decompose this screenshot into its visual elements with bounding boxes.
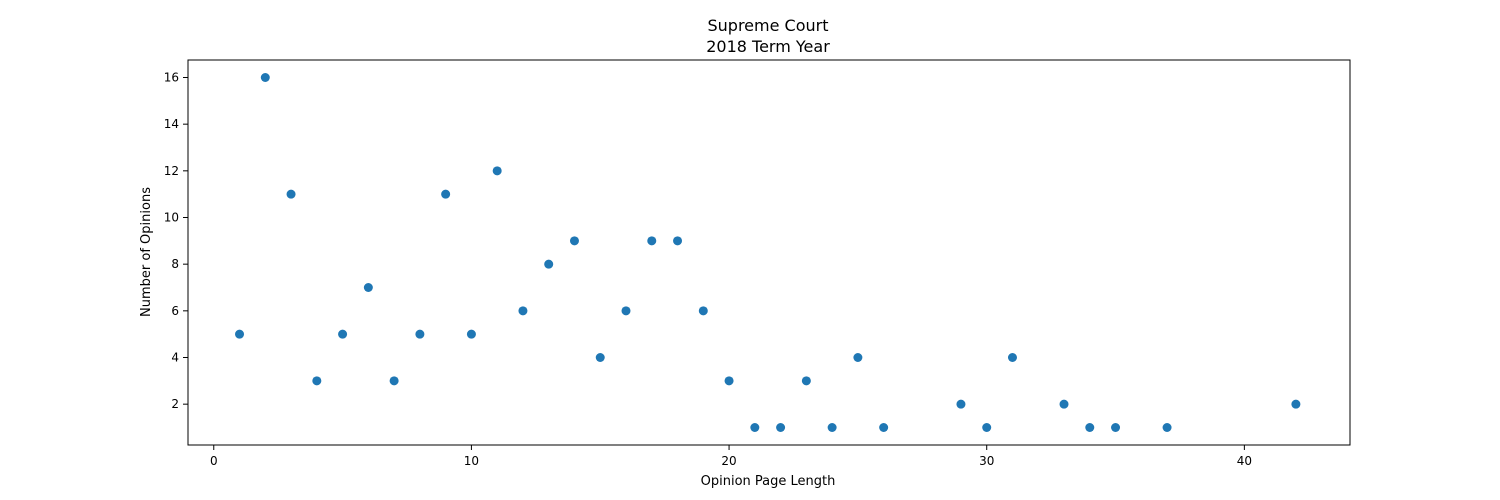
y-tick-label: 10 — [164, 211, 179, 225]
data-point — [621, 306, 631, 316]
y-tick-label: 6 — [171, 304, 179, 318]
data-point — [827, 423, 837, 432]
data-point — [801, 376, 811, 386]
data-point — [750, 423, 760, 432]
data-point — [1085, 423, 1095, 432]
x-axis-label: Opinion Page Length — [701, 474, 836, 489]
data-point — [235, 329, 245, 339]
data-point — [982, 423, 992, 432]
data-point — [1291, 399, 1301, 409]
data-point — [260, 73, 270, 82]
chart-subtitle: 2018 Term Year — [706, 37, 830, 56]
y-tick-label: 16 — [164, 71, 179, 85]
y-tick-label: 8 — [171, 257, 179, 271]
data-point — [776, 423, 786, 432]
data-point — [647, 236, 657, 246]
data-point — [363, 283, 373, 292]
data-point — [724, 376, 734, 386]
x-tick-label: 40 — [1237, 454, 1252, 468]
plot-frame — [187, 59, 1351, 446]
data-point — [338, 329, 348, 339]
data-point — [1111, 423, 1121, 432]
data-point — [1162, 423, 1172, 432]
data-point — [312, 376, 322, 386]
data-point — [698, 306, 708, 316]
data-point — [595, 353, 605, 362]
data-point — [441, 189, 451, 199]
data-point — [286, 189, 296, 199]
data-point — [389, 376, 399, 386]
y-axis-label: Number of Opinions — [139, 187, 154, 317]
data-point — [569, 236, 579, 246]
data-point — [879, 423, 889, 432]
data-point — [415, 329, 425, 339]
x-tick-label: 20 — [721, 454, 736, 468]
data-point — [853, 353, 863, 362]
data-point — [1059, 399, 1069, 409]
data-points — [235, 73, 1301, 432]
axis-ticks: 0 10 20 30 40 2 4 6 8 10 12 14 16 — [164, 71, 1252, 469]
data-point — [518, 306, 528, 316]
data-point — [956, 399, 966, 409]
y-tick-label: 12 — [164, 164, 179, 178]
y-tick-label: 4 — [171, 351, 179, 365]
data-point — [673, 236, 683, 246]
x-tick-label: 10 — [464, 454, 479, 468]
y-tick-label: 2 — [171, 397, 179, 411]
chart-title: Supreme Court — [708, 16, 829, 35]
data-point — [544, 259, 554, 269]
data-point — [1007, 353, 1017, 362]
x-tick-label: 0 — [210, 454, 218, 468]
x-tick-label: 30 — [979, 454, 994, 468]
data-point — [466, 329, 476, 339]
data-point — [492, 166, 502, 176]
y-tick-label: 14 — [164, 117, 179, 131]
